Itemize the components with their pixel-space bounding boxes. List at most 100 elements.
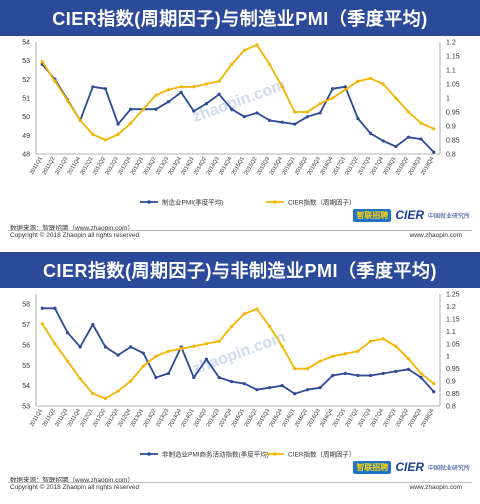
chart-panel-nonmanufacturing: CIER指数(周期因子)与非制造业PMI（季度平均) zhaopin.com 53… — [0, 252, 480, 504]
watermark: zhaopin.com — [190, 329, 288, 378]
pmi-data-point — [394, 144, 398, 149]
pmi-data-point — [255, 388, 259, 392]
cier-data-point — [53, 79, 57, 83]
pmi-data-point — [91, 85, 95, 89]
pmi-data-point — [129, 345, 133, 349]
right-axis-tick-label: 1.2 — [446, 304, 456, 311]
pmi-data-point — [179, 90, 183, 94]
pmi-data-point — [103, 87, 108, 91]
pmi-data-point — [255, 111, 259, 115]
cier-data-point — [394, 344, 398, 348]
right-axis-tick-label: 0.9 — [446, 379, 456, 386]
pmi-data-point — [368, 373, 373, 378]
footer-divider — [8, 230, 472, 231]
cier-data-point — [116, 132, 120, 136]
pmi-data-point — [331, 373, 335, 378]
right-axis-tick-label: 1.05 — [446, 82, 460, 89]
cier-data-point — [154, 93, 158, 97]
pmi-data-point — [343, 85, 347, 89]
pmi-data-point — [356, 116, 360, 121]
pmi-data-point — [40, 306, 44, 310]
right-axis-tick-label: 1.1 — [446, 329, 456, 336]
pmi-data-point — [116, 122, 120, 126]
cier-logo-subtitle: 中国就业研究所 — [427, 465, 470, 472]
cier-data-point — [204, 82, 209, 86]
website-url: www.zhaopin.com — [409, 484, 462, 491]
pmi-data-point — [53, 306, 57, 310]
pmi-series-line — [42, 307, 435, 395]
cier-data-point — [179, 347, 183, 351]
left-axis-tick-label: 53 — [22, 404, 30, 411]
pmi-data-point — [368, 131, 373, 136]
pmi-data-point — [280, 384, 284, 388]
legend-cier-label: CIER指数（周期因子） — [288, 198, 356, 207]
cier-data-point — [293, 110, 297, 114]
cier-data-point — [267, 324, 272, 328]
cier-data-point — [154, 354, 158, 358]
pmi-data-point — [267, 118, 272, 122]
legend-pmi-marker — [147, 200, 151, 204]
pmi-data-point — [166, 371, 171, 376]
cier-series-line — [41, 307, 435, 400]
copyright-note: Copyright © 2018 Zhaopin all rights rese… — [10, 232, 140, 239]
cier-data-point — [141, 107, 145, 111]
cier-data-point — [91, 132, 95, 136]
pmi-data-point — [129, 107, 133, 111]
cier-data-point — [368, 76, 373, 80]
data-source-note: 数据来源：智联招聘（www.zhaopin.com） — [10, 477, 134, 484]
cier-data-point — [242, 48, 246, 52]
brand-logos: 智联招聘 CIER 中国就业研究所 — [353, 208, 470, 222]
cier-data-point — [368, 339, 373, 343]
left-axis-tick-label: 51 — [22, 96, 30, 103]
cier-data-point — [305, 110, 310, 114]
right-axis-tick-label: 1.25 — [446, 292, 460, 299]
pmi-data-point — [242, 115, 246, 119]
pmi-data-point — [381, 139, 385, 143]
cier-data-point — [141, 364, 145, 368]
legend-pmi-label: 制造业PMI(季度平均) — [162, 198, 223, 207]
pmi-data-point — [394, 369, 398, 373]
right-axis-tick-label: 0.85 — [446, 138, 460, 145]
cier-data-point — [381, 82, 385, 86]
pmi-data-point — [293, 392, 297, 396]
pmi-data-point — [318, 386, 322, 390]
right-axis-tick-label: 0.8 — [446, 152, 456, 159]
cier-data-point — [406, 357, 411, 361]
left-axis-tick-label: 53 — [22, 58, 30, 65]
cier-data-point — [103, 396, 108, 401]
chart-title: CIER指数(周期因子)与非制造业PMI（季度平均) — [43, 261, 437, 281]
cier-logo: CIER — [395, 460, 424, 474]
right-axis-tick-label: 1.15 — [446, 316, 460, 323]
cier-data-point — [343, 352, 347, 356]
cier-logo-subtitle: 中国就业研究所 — [427, 213, 470, 220]
website-url: www.zhaopin.com — [409, 232, 462, 239]
right-axis-tick-label: 1 — [446, 96, 450, 103]
pmi-data-point — [293, 122, 297, 126]
pmi-data-point — [419, 375, 423, 380]
cier-logo: CIER — [395, 208, 424, 222]
cier-data-point — [65, 359, 70, 363]
cier-data-point — [53, 342, 57, 346]
cier-data-point — [91, 391, 95, 396]
cier-data-point — [381, 337, 385, 341]
chart-title-banner: CIER指数(周期因子)与制造业PMI（季度平均) — [0, 0, 480, 36]
cier-data-point — [267, 62, 272, 66]
cier-data-point — [217, 79, 221, 83]
pmi-data-point — [343, 371, 347, 376]
pmi-data-point — [356, 373, 360, 378]
pmi-data-point — [217, 92, 221, 96]
cier-data-point — [204, 342, 209, 346]
line-chart-manufacturing: zhaopin.com484950515253540.80.850.90.951… — [22, 40, 460, 207]
pmi-data-point — [267, 386, 272, 390]
cier-data-point — [356, 79, 360, 83]
cier-data-point — [230, 62, 234, 66]
right-axis-tick-label: 0.95 — [446, 110, 460, 117]
left-axis-tick-label: 49 — [22, 133, 30, 140]
pmi-data-point — [217, 375, 221, 380]
cier-data-point — [78, 118, 82, 122]
cier-data-point — [280, 85, 284, 89]
pmi-data-point — [141, 351, 145, 355]
pmi-data-point — [432, 150, 436, 154]
cier-data-point — [293, 367, 297, 371]
pmi-data-point — [406, 367, 411, 371]
